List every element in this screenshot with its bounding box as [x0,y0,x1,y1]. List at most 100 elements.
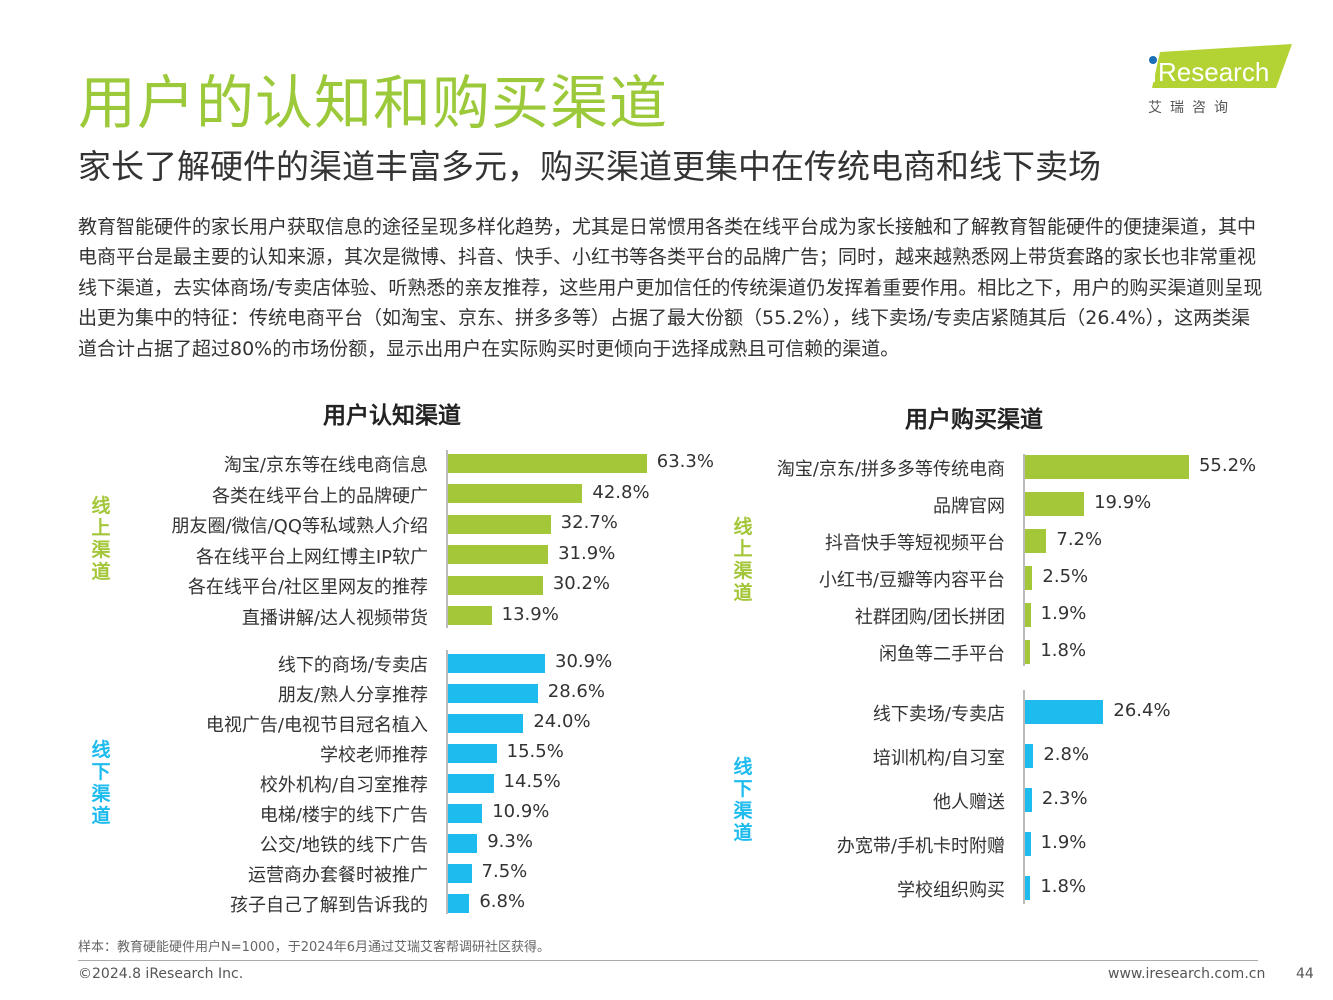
website-link[interactable]: www.iresearch.com.cn [1108,966,1266,982]
data-label: 9.3% [487,831,533,852]
bar [448,683,538,703]
category-label: 电梯/楼宇的线下广告 [259,805,428,826]
data-label: 32.7% [560,512,618,533]
category-label: 公交/地铁的线下广告 [259,835,428,856]
svg-text:Research: Research [1158,57,1269,87]
bar [1025,529,1047,553]
data-label: 55.2% [1198,455,1257,476]
bar [448,713,524,733]
category-label: 品牌官网 [933,496,1005,517]
data-label: 13.9% [501,603,559,625]
axis-line [446,650,448,914]
bar [448,773,494,793]
category-label: 淘宝/京东/拼多多等传统电商 [776,459,1005,480]
data-label: 1.9% [1040,832,1087,853]
data-label: 2.3% [1041,788,1088,809]
category-label: 运营商办套餐时被推广 [248,865,428,886]
category-label: 各在线平台上网红博主IP软广 [195,546,428,568]
category-label: 线下的商场/专卖店 [277,655,428,676]
bar [1025,876,1031,900]
category-label: 学校老师推荐 [320,745,428,766]
axis-line [1023,454,1025,666]
category-label: 小红书/豆瓣等内容平台 [818,570,1005,591]
bar [1025,744,1034,768]
category-label: 孩子自己了解到告诉我的 [230,895,428,916]
data-label: 15.5% [506,741,564,762]
category-label: 校外机构/自习室推荐 [259,775,428,796]
description-paragraph: 教育智能硬件的家长用户获取信息的途径呈现多样化趋势，尤其是日常惯用各类在线平台成… [78,216,1263,360]
category-label: 闲鱼等二手平台 [879,644,1005,665]
bar [448,606,492,625]
bar [448,545,549,564]
category-label: 他人赠送 [933,792,1005,813]
bar [448,833,478,853]
category-label: 各在线平台/社区里网友的推荐 [187,577,428,598]
category-label: 电视广告/电视节目冠名植入 [205,715,428,736]
group-label-offline: 线下渠道 [91,739,111,827]
axis-line [446,450,448,628]
bar [1025,455,1189,479]
data-label: 28.6% [547,681,605,702]
bar [1025,640,1031,664]
data-label: 6.8% [479,891,526,912]
bar [1025,566,1033,590]
data-label: 30.9% [555,651,613,672]
bar [1025,788,1032,812]
bar [1025,492,1085,516]
category-label: 培训机构/自习室 [872,748,1005,769]
data-label: 1.9% [1040,603,1087,624]
data-label: 31.9% [558,542,616,564]
category-label: 各类在线平台上的品牌硬广 [212,485,428,507]
data-label: 10.9% [492,801,550,822]
group-label-online: 线上渠道 [91,495,111,584]
data-label: 2.5% [1042,566,1089,587]
page-title: 用户的认知和购买渠道 [78,69,669,137]
category-label: 直播讲解/达人视频带货 [241,607,428,629]
bar [448,575,543,595]
bar [448,863,472,883]
logo-icon: Research 艾瑞咨询 [1148,44,1292,116]
bar [448,893,470,913]
bar [448,484,583,503]
chart-title-awareness: 用户认知渠道 [323,403,461,429]
bar [1025,603,1031,627]
category-label: 社群团购/团长拼团 [854,607,1005,628]
data-label: 1.8% [1040,876,1087,897]
chart-title-purchase: 用户购买渠道 [905,407,1043,433]
iresearch-logo: Research 艾瑞咨询 [1146,44,1296,123]
bar [448,743,497,763]
data-label: 63.3% [656,451,714,472]
data-label: 1.8% [1040,640,1087,661]
bar [448,803,483,823]
bar [1025,832,1031,856]
data-label: 42.8% [592,481,650,503]
category-label: 朋友/熟人分享推荐 [277,685,428,706]
page-subtitle: 家长了解硬件的渠道丰富多元，购买渠道更集中在传统电商和线下卖场 [78,147,1101,186]
page-number: 44 [1296,966,1314,982]
svg-text:艾瑞咨询: 艾瑞咨询 [1148,100,1236,116]
bar [448,453,647,473]
category-label: 学校组织购买 [897,880,1005,901]
bar [1025,700,1104,724]
axis-line [1023,690,1025,904]
sample-note: 样本：教育硬能硬件用户N=1000，于2024年6月通过艾瑞艾客帮调研社区获得。 [78,940,551,955]
data-label: 30.2% [552,573,610,594]
category-label: 办宽带/手机卡时附赠 [836,836,1005,857]
group-label-offline: 线下渠道 [733,756,753,844]
data-label: 14.5% [503,771,561,792]
footer-divider [78,960,1258,961]
bar [448,653,546,673]
category-label: 抖音快手等短视频平台 [825,533,1005,554]
group-label-online: 线上渠道 [733,515,753,604]
data-label: 24.0% [533,711,591,732]
category-label: 线下卖场/专卖店 [872,704,1005,725]
data-label: 26.4% [1113,700,1171,721]
data-label: 2.8% [1043,744,1090,765]
category-label: 淘宝/京东等在线电商信息 [223,455,428,476]
category-label: 朋友圈/微信/QQ等私域熟人介绍 [171,516,428,537]
bar [448,514,551,534]
data-label: 19.9% [1094,492,1152,513]
copyright: ©2024.8 iResearch Inc. [78,966,244,982]
data-label: 7.5% [481,861,528,882]
